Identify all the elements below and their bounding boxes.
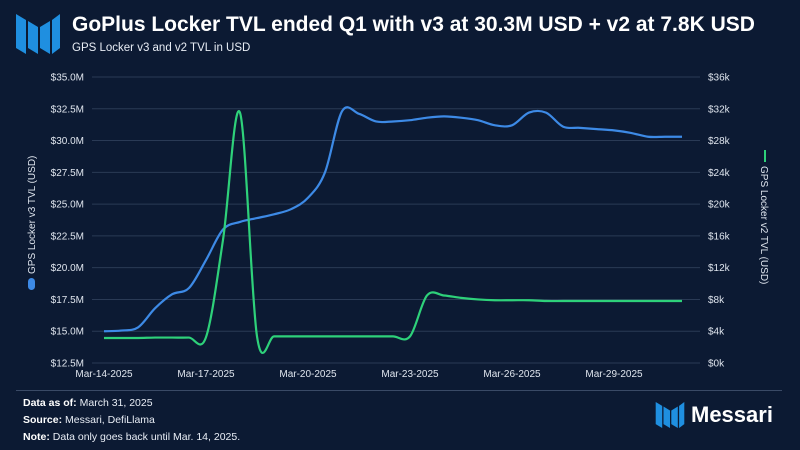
y-right-tick-label: $16k — [708, 231, 731, 242]
x-tick-label: Mar-29-2025 — [585, 369, 643, 380]
y-left-legend: GPS Locker v3 TVL (USD) — [27, 156, 38, 290]
y-left-tick-label: $30.0M — [51, 136, 84, 147]
x-tick-label: Mar-14-2025 — [75, 369, 133, 380]
y-right-legend: GPS Locker v2 TVL (USD) — [758, 150, 769, 284]
y-left-tick-label: $12.5M — [51, 359, 84, 370]
y-right-tick-label: $4k — [708, 327, 725, 338]
footer-note: Note: Data only goes back until Mar. 14,… — [23, 431, 241, 443]
y-left-tick-label: $35.0M — [51, 73, 84, 84]
footer-source: Source: Messari, DefiLlama — [23, 414, 155, 426]
y-right-tick-label: $0k — [708, 359, 725, 370]
y-left-tick-label: $17.5M — [51, 295, 84, 306]
y-right-tick-label: $20k — [708, 200, 731, 211]
y-left-tick-label: $22.5M — [51, 231, 84, 242]
brand-name: Messari — [691, 402, 773, 427]
y-right-tick-label: $12k — [708, 263, 731, 274]
messari-logo-icon — [16, 14, 60, 54]
messari-brand: Messari — [655, 402, 773, 428]
series-line-v2 — [103, 110, 682, 354]
x-tick-label: Mar-26-2025 — [483, 369, 541, 380]
y-right-tick-label: $8k — [708, 295, 725, 306]
series-line-v3 — [103, 106, 682, 333]
y-left-tick-label: $27.5M — [51, 168, 84, 179]
y-left-tick-label: $15.0M — [51, 327, 84, 338]
footer-divider — [16, 390, 782, 391]
messari-brand-icon — [655, 402, 685, 428]
y-left-tick-label: $32.5M — [51, 104, 84, 115]
chart-subtitle: GPS Locker v3 and v2 TVL in USD — [72, 42, 251, 54]
x-tick-label: Mar-20-2025 — [279, 369, 337, 380]
x-tick-label: Mar-23-2025 — [381, 369, 439, 380]
chart-title: GoPlus Locker TVL ended Q1 with v3 at 30… — [72, 13, 755, 36]
legend-swatch-v2 — [764, 150, 766, 162]
y-right-axis-label: GPS Locker v2 TVL (USD) — [758, 166, 769, 284]
footer-data-as-of: Data as of: March 31, 2025 — [23, 397, 153, 409]
x-tick-label: Mar-17-2025 — [177, 369, 235, 380]
y-right-tick-label: $28k — [708, 136, 731, 147]
y-right-tick-label: $32k — [708, 104, 731, 115]
legend-swatch-v3 — [28, 278, 35, 290]
y-left-axis-label: GPS Locker v3 TVL (USD) — [27, 156, 38, 274]
y-right-tick-label: $36k — [708, 73, 731, 84]
y-right-tick-label: $24k — [708, 168, 731, 179]
y-left-tick-label: $25.0M — [51, 200, 84, 211]
y-left-tick-label: $20.0M — [51, 263, 84, 274]
